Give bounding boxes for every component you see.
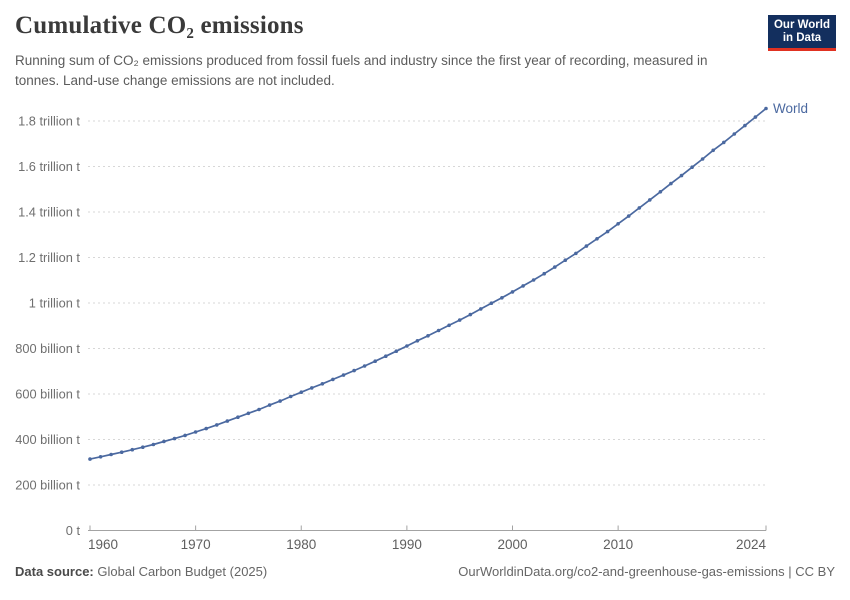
data-point — [415, 339, 420, 343]
footer-citation-link[interactable]: OurWorldinData.org/co2-and-greenhouse-ga… — [458, 564, 835, 579]
x-axis-tick-label: 1990 — [392, 537, 422, 552]
data-point — [352, 368, 356, 373]
data-point — [299, 390, 304, 395]
data-point — [341, 373, 346, 377]
data-point — [468, 312, 473, 317]
data-point — [521, 284, 525, 288]
data-point — [88, 457, 92, 461]
y-axis-tick-label: 400 billion t — [15, 432, 80, 447]
data-point — [711, 148, 715, 153]
data-point — [658, 190, 663, 194]
y-axis-tick-label: 200 billion t — [15, 478, 80, 493]
data-point — [119, 450, 124, 455]
data-point — [394, 349, 399, 354]
data-point — [700, 157, 705, 161]
data-point — [574, 251, 578, 256]
y-axis-tick-label: 0 t — [66, 523, 81, 538]
x-axis-tick-label: 1980 — [286, 537, 316, 552]
y-axis-tick-label: 800 billion t — [15, 341, 80, 356]
data-point — [362, 364, 367, 368]
x-axis-tick-label: 2000 — [497, 537, 527, 552]
data-point — [690, 165, 694, 169]
data-point — [236, 415, 240, 420]
data-point — [98, 455, 103, 459]
y-axis-tick-label: 1.6 trillion t — [18, 159, 80, 174]
data-point — [331, 377, 335, 382]
data-point — [267, 403, 272, 407]
chart-title: Cumulative CO₂ emissions — [15, 12, 304, 39]
data-point — [510, 290, 515, 294]
data-point — [626, 214, 631, 218]
data-point — [447, 323, 451, 328]
data-point — [722, 140, 726, 145]
y-axis-tick-label: 1.2 trillion t — [18, 250, 80, 265]
x-axis-tick-label: 2024 — [736, 537, 767, 552]
data-point — [500, 296, 504, 300]
x-axis-tick-label: 1960 — [88, 537, 118, 552]
data-point — [225, 419, 230, 423]
data-point — [669, 181, 673, 186]
data-point — [732, 132, 737, 136]
data-point — [542, 271, 546, 276]
chart-canvas[interactable]: 0 t 200 billion t 400 billion t 600 billion… — [0, 0, 850, 560]
chart-subtitle: Running sum of CO₂ emissions produced fr… — [15, 53, 708, 88]
data-point — [151, 442, 156, 447]
data-point — [373, 359, 378, 364]
data-point — [320, 382, 325, 386]
data-point — [457, 318, 462, 322]
data-source-label: Data source: — [15, 564, 94, 579]
data-point — [764, 106, 768, 111]
y-axis-tick-label: 600 billion t — [15, 387, 80, 402]
data-point — [553, 265, 557, 269]
data-point — [616, 222, 620, 226]
data-point — [141, 445, 145, 450]
data-point — [130, 447, 135, 452]
data-point — [246, 411, 251, 416]
data-point — [605, 229, 610, 234]
data-point — [679, 173, 684, 178]
data-point — [310, 386, 314, 390]
owid-logo[interactable]: Our World in Data — [768, 15, 836, 51]
x-axis-tick-label: 1970 — [181, 537, 211, 552]
data-source: Data source: Global Carbon Budget (2025) — [15, 564, 267, 579]
data-point — [648, 198, 652, 202]
data-point — [436, 328, 441, 333]
data-point — [172, 436, 177, 441]
data-point — [426, 334, 430, 338]
data-point — [489, 301, 494, 306]
x-axis-tick-label: 2010 — [603, 537, 633, 552]
data-point — [743, 123, 747, 128]
owid-logo-line1: Our World — [773, 19, 830, 31]
data-source-value[interactable]: Global Carbon Budget (2025) — [97, 564, 268, 579]
data-point — [595, 237, 599, 241]
data-point — [288, 394, 293, 399]
y-axis-tick-label: 1.4 trillion t — [18, 205, 80, 220]
data-point — [109, 452, 113, 457]
data-point — [162, 439, 166, 444]
data-point — [479, 307, 483, 311]
data-point — [563, 258, 568, 263]
data-point — [257, 407, 261, 412]
data-point — [584, 244, 589, 248]
data-point — [531, 278, 536, 282]
data-point — [183, 433, 187, 438]
data-point — [753, 115, 758, 119]
y-axis-tick-label: 1.8 trillion t — [18, 114, 80, 129]
data-point — [215, 423, 219, 427]
data-point — [193, 430, 198, 434]
owid-logo-line2: in Data — [782, 32, 822, 44]
chart-footer: Data source: Global Carbon Budget (2025)… — [15, 564, 835, 579]
data-point — [204, 426, 208, 431]
series-line-world[interactable] — [89, 107, 767, 460]
data-point — [637, 206, 642, 210]
y-axis-tick-label: 1 trillion t — [29, 296, 81, 311]
series-label-world[interactable]: World — [773, 101, 808, 116]
data-point — [405, 344, 409, 348]
data-point — [278, 399, 282, 403]
data-point — [384, 354, 388, 359]
